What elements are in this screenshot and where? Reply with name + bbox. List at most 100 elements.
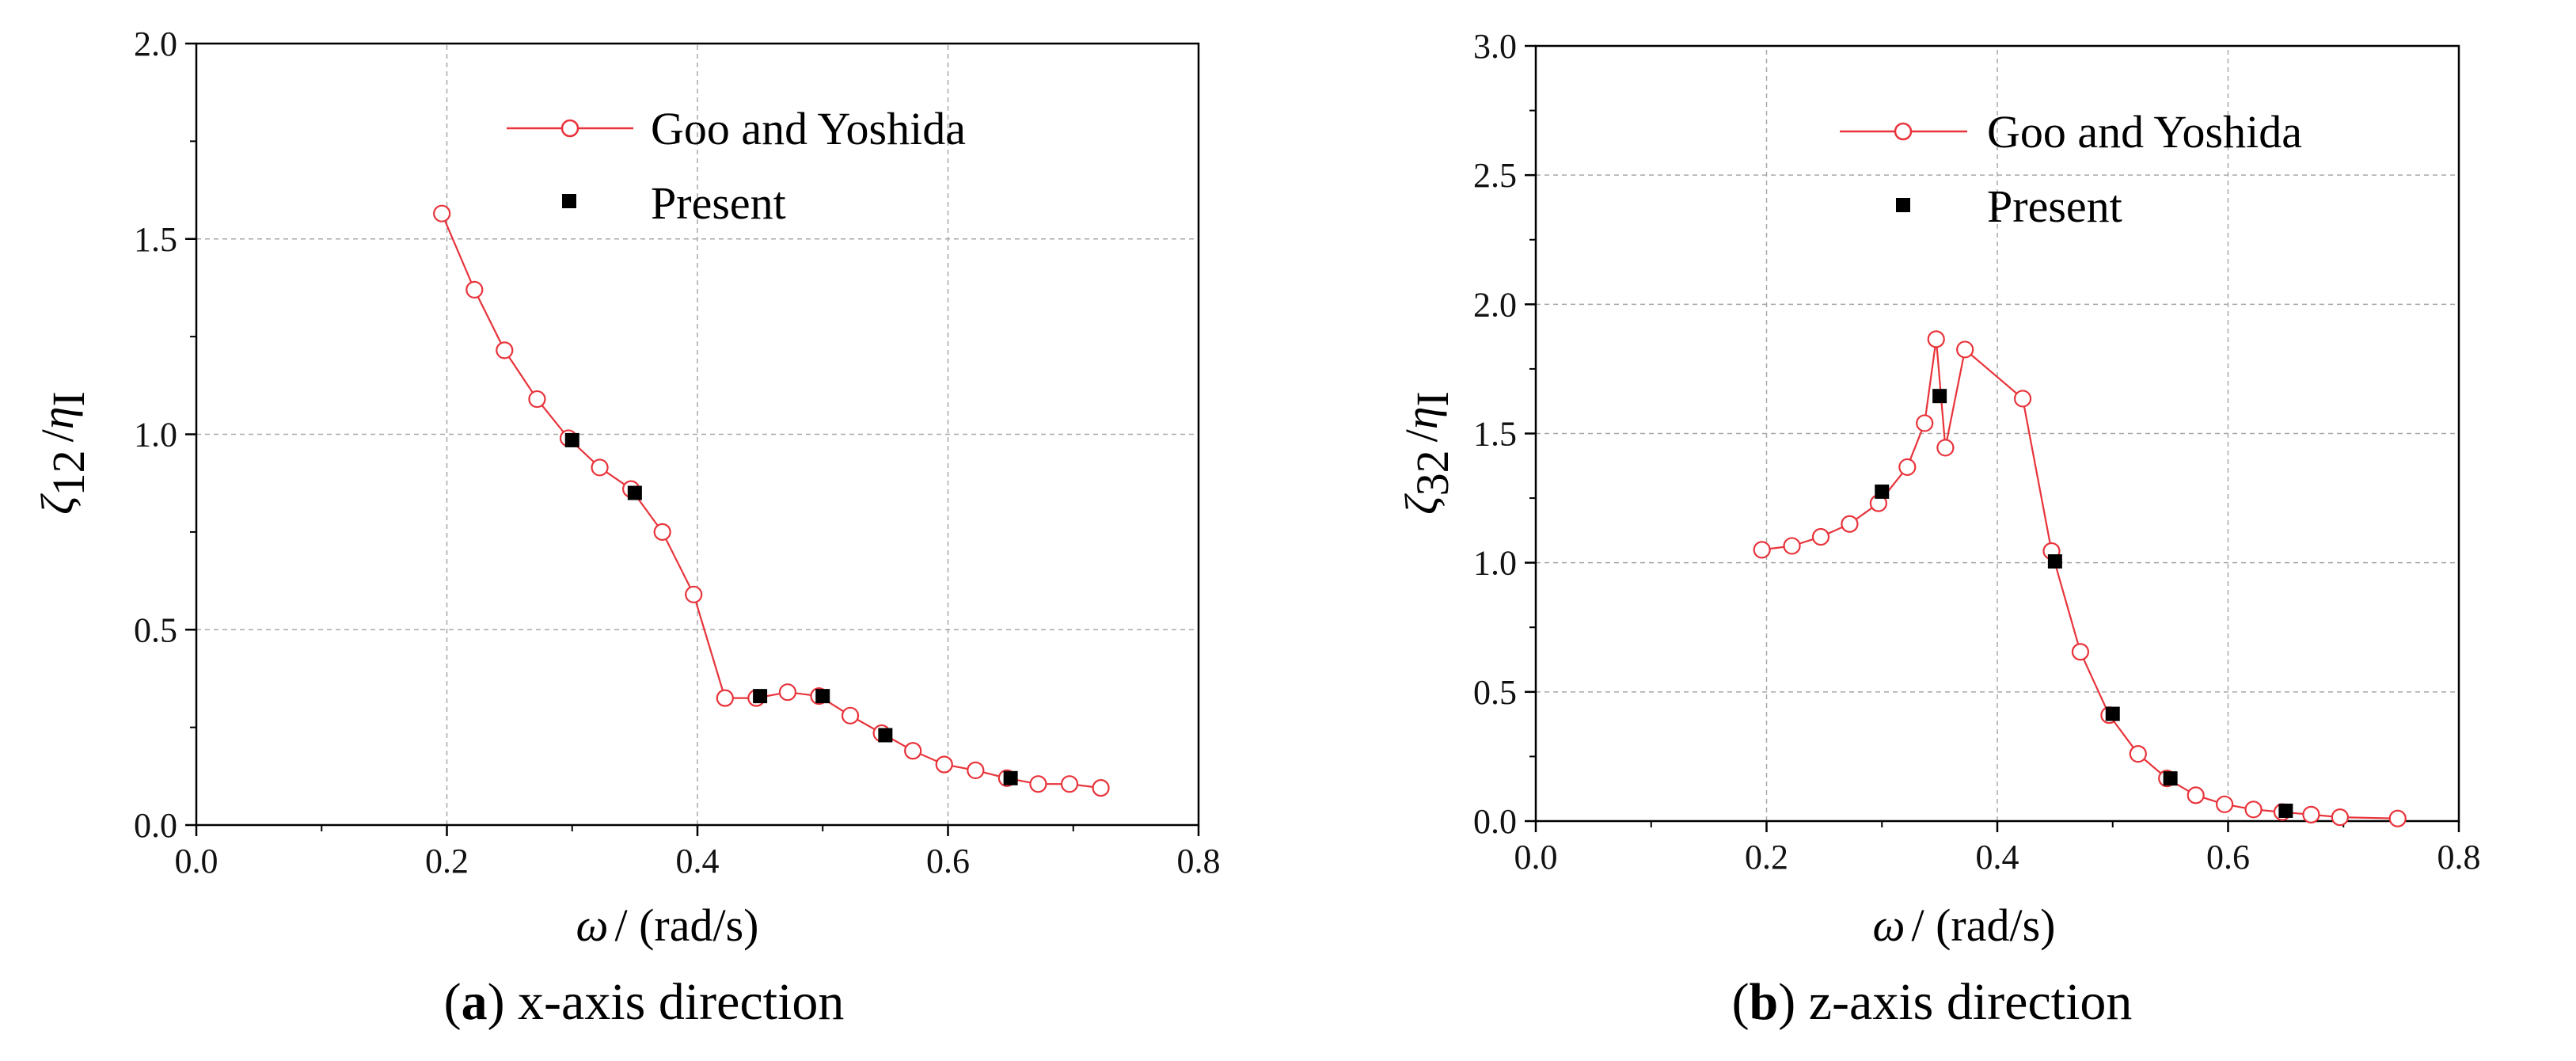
- goo-yoshida-point: [1811, 527, 1830, 546]
- x-title-b-unit: / (rad/s): [1911, 899, 2055, 951]
- legend-goo-yoshida-label: Goo and Yoshida: [651, 103, 966, 154]
- svg-text:ζ32/ηI: ζ32 /ηI: [1396, 391, 1458, 515]
- y-tick-label: 1.0: [1473, 544, 1517, 583]
- chart-b-series: [1753, 330, 2407, 827]
- present-point: [2047, 554, 2062, 569]
- y-title-b-eta: η: [1396, 406, 1447, 429]
- goo-yoshida-point: [2187, 786, 2205, 804]
- goo-yoshida-point: [1092, 779, 1110, 797]
- x-tick-label: 0.8: [1177, 842, 1221, 880]
- goo-yoshida-point: [1956, 340, 1974, 359]
- present-point: [627, 485, 642, 500]
- x-tick-label: 0.6: [2206, 838, 2250, 877]
- present-point: [2105, 706, 2120, 721]
- present-point: [753, 689, 768, 704]
- y-tick-label: 3.0: [1473, 27, 1517, 66]
- goo-yoshida-point: [685, 585, 703, 603]
- x-tick-label: 0.2: [1745, 838, 1788, 877]
- y-tick-label: 0.5: [134, 610, 177, 649]
- chart-b-legend: Goo and Yoshida Present: [1840, 106, 2302, 232]
- chart-b-x-axis-title: ω / (rad/s): [1873, 899, 2056, 951]
- goo-yoshida-point: [2071, 643, 2090, 661]
- goo-yoshida-point: [2331, 808, 2349, 827]
- svg-text:ζ12/ηI: ζ12 /ηI: [32, 391, 94, 515]
- y-title-a-zeta: ζ: [32, 493, 83, 515]
- chart-b-y-axis-title: ζ32 /ηI: [1396, 391, 1458, 515]
- chart-a-grid: [196, 44, 1199, 825]
- chart-a-tick-labels: 0.0 0.2 0.4 0.6 0.8 0.0 0.5 1.0 1.5 2.0: [134, 25, 1221, 880]
- legend-present-marker: [562, 194, 576, 208]
- present-point: [2163, 771, 2178, 786]
- chart-a-axes: [185, 42, 1200, 836]
- goo-yoshida-point: [1841, 515, 1859, 533]
- series-goo-yoshida-line: [1761, 339, 2398, 820]
- y-title-a-sub: 12: [43, 450, 94, 496]
- y-title-b-sub: 32: [1407, 450, 1458, 496]
- chart-b-axes: [1525, 44, 2460, 832]
- x-tick-label: 0.0: [175, 842, 218, 880]
- y-title-b-zeta: ζ: [1396, 493, 1447, 515]
- chart-a-y-axis-title: ζ12 /ηI: [32, 391, 94, 515]
- y-tick-label: 0.0: [1473, 802, 1517, 841]
- caption-a-text: x-axis direction: [518, 973, 845, 1031]
- chart-a-series: [433, 204, 1110, 797]
- present-point: [815, 689, 830, 704]
- chart-panel-b: 0.0 0.2 0.4 0.6 0.8 0.0 0.5 1.0 1.5 2.0 2.5 3.0 Goo…: [1288, 0, 2576, 1061]
- goo-yoshida-point: [1936, 439, 1955, 457]
- x-title-b-omega: ω: [1873, 899, 1905, 951]
- caption-a-letter: a: [461, 973, 488, 1031]
- x-tick-label: 0.0: [1514, 838, 1558, 877]
- present-point: [1932, 389, 1947, 404]
- present-point: [2278, 803, 2293, 818]
- x-title-a-unit: / (rad/s): [614, 899, 758, 951]
- chart-a-legend: Goo and Yoshida Present: [507, 103, 966, 229]
- legend-present-marker: [1896, 198, 1910, 212]
- y-title-a-div: /: [32, 428, 83, 442]
- y-tick-label: 0.0: [134, 806, 177, 845]
- chart-panel-a: 0.0 0.2 0.4 0.6 0.8 0.0 0.5 1.0 1.5 2.0 Goo and Y…: [32, 25, 1221, 1031]
- goo-yoshida-point: [1753, 541, 1771, 559]
- goo-yoshida-point: [1916, 414, 1934, 432]
- goo-yoshida-point: [653, 523, 671, 541]
- goo-yoshida-point: [1783, 537, 1801, 555]
- goo-yoshida-point: [496, 341, 514, 359]
- caption-b-text: z-axis direction: [1808, 973, 2133, 1031]
- goo-yoshida-point: [2216, 795, 2234, 813]
- goo-yoshida-point: [1029, 775, 1047, 793]
- x-tick-label: 0.4: [1976, 838, 2019, 877]
- x-tick-label: 0.6: [926, 842, 970, 880]
- goo-yoshida-point: [2013, 390, 2032, 408]
- y-tick-label: 1.5: [134, 220, 177, 259]
- y-title-a-eta: η: [32, 406, 83, 429]
- chart-b-tick-labels: 0.0 0.2 0.4 0.6 0.8 0.0 0.5 1.0 1.5 2.0 2.5 3.0: [1473, 27, 2481, 877]
- legend-present-label: Present: [651, 177, 786, 229]
- goo-yoshida-point: [433, 204, 451, 222]
- x-title-a-omega: ω: [576, 899, 609, 951]
- legend-goo-yoshida-marker: [560, 119, 579, 138]
- goo-yoshida-point: [935, 755, 953, 774]
- y-title-b-div: /: [1396, 428, 1447, 442]
- goo-yoshida-point: [591, 458, 609, 477]
- goo-yoshida-point: [1927, 330, 1945, 348]
- goo-yoshida-point: [2302, 805, 2320, 823]
- y-tick-label: 1.5: [1473, 415, 1517, 454]
- y-tick-label: 2.0: [134, 25, 177, 63]
- goo-yoshida-point: [528, 390, 546, 409]
- goo-yoshida-point: [1060, 775, 1079, 793]
- goo-yoshida-point: [967, 761, 985, 780]
- caption-b: (b) z-axis direction: [1731, 973, 2133, 1031]
- caption-b-letter: b: [1749, 973, 1779, 1031]
- legend-present-label: Present: [1987, 181, 2122, 232]
- y-tick-label: 2.5: [1473, 156, 1517, 195]
- goo-yoshida-point: [716, 689, 734, 707]
- goo-yoshida-point: [1898, 458, 1917, 477]
- goo-yoshida-point: [2388, 809, 2407, 827]
- goo-yoshida-point: [2129, 745, 2147, 763]
- legend-goo-yoshida-marker: [1894, 122, 1913, 141]
- y-title-b-sub2: I: [1407, 391, 1458, 406]
- series-goo-yoshida-line: [441, 213, 1101, 789]
- y-title-a-sub2: I: [43, 391, 94, 406]
- present-point: [1003, 770, 1018, 785]
- chart-a-svg: 0.0 0.2 0.4 0.6 0.8 0.0 0.5 1.0 1.5 2.0 Goo and Y…: [32, 25, 1221, 951]
- chart-b-grid: [1536, 46, 2459, 821]
